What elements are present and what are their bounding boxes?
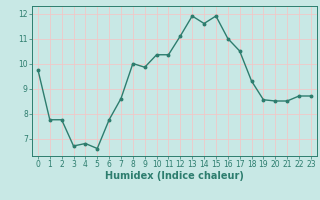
X-axis label: Humidex (Indice chaleur): Humidex (Indice chaleur) (105, 171, 244, 181)
